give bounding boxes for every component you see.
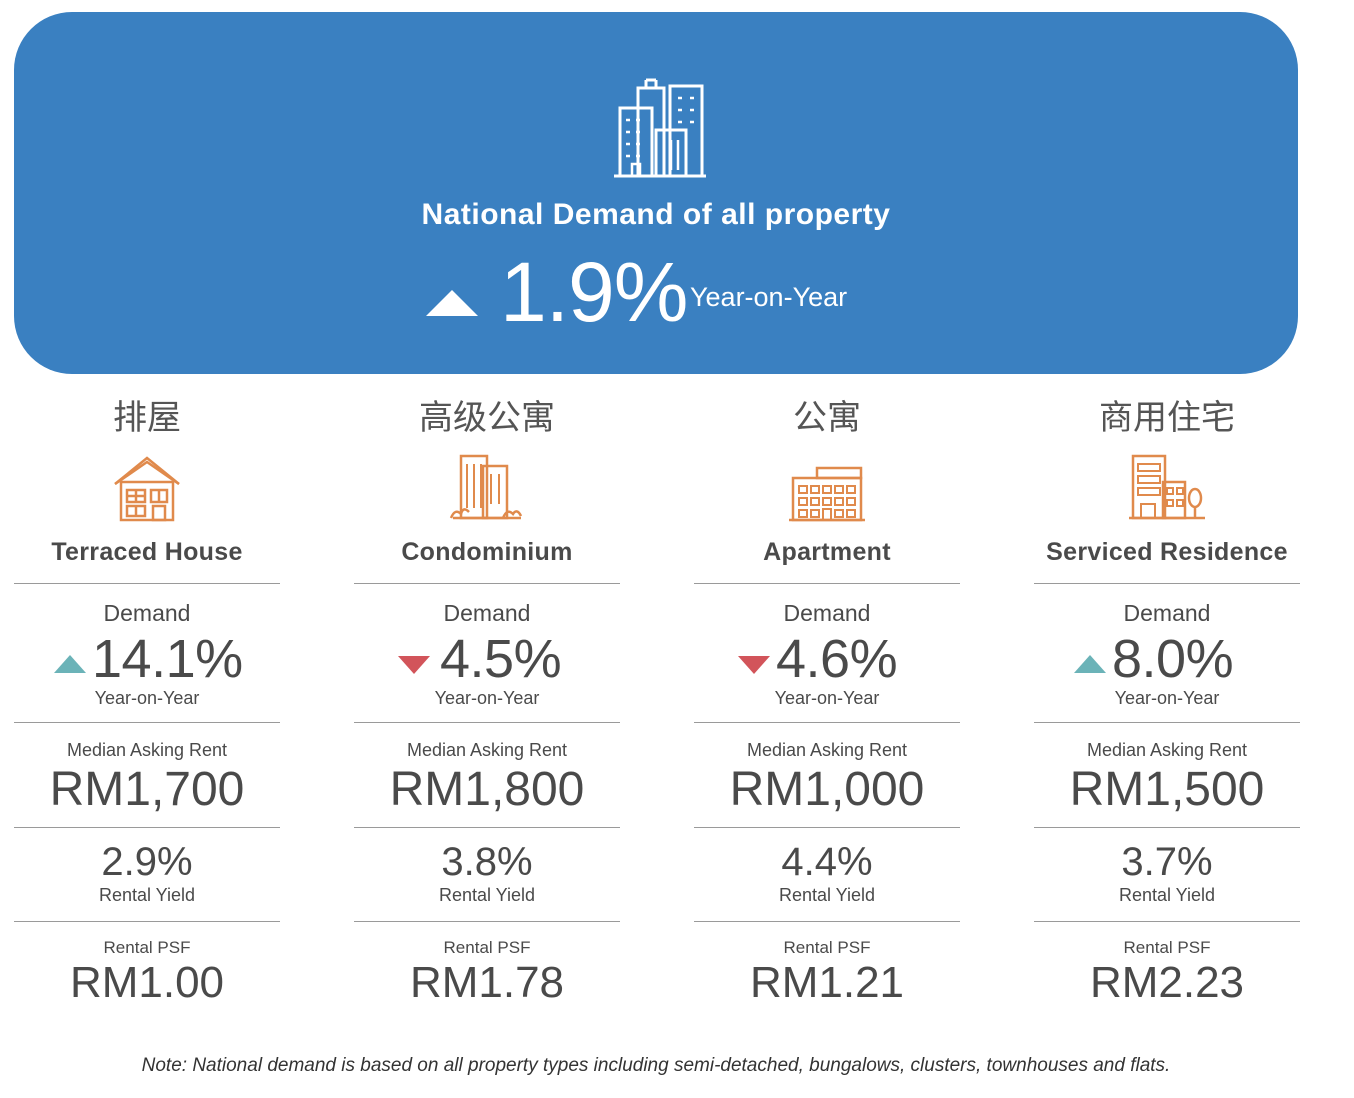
rental-yield-value: 4.4% [781,840,873,884]
divider [354,921,620,922]
divider [14,827,280,828]
rental-yield-label: Rental Yield [98,885,196,905]
demand-label: Demand [103,600,191,626]
divider [1034,921,1300,922]
trend-down-icon [398,656,430,674]
divider [694,583,960,584]
divider [14,722,280,723]
rental-psf-value: RM1.21 [749,958,905,1007]
rental-yield-value: 3.8% [441,840,533,884]
demand-period: Year-on-Year [94,688,200,708]
divider [354,583,620,584]
divider [14,583,280,584]
property-column-serviced-residence: 商用住宅 Serviced Residence Demand 8.0% Year… [1034,390,1300,1030]
rental-psf-label: Rental PSF [103,938,191,957]
chinese-label: 高级公寓 [419,398,555,438]
banner-title: National Demand of all property [421,198,891,231]
apartment-icon [789,466,865,522]
divider [14,921,280,922]
serviced-residence-icon [1129,454,1205,520]
median-rent-label: Median Asking Rent [746,740,908,760]
national-demand-banner: National Demand of all property 1.9% Yea… [14,12,1298,374]
rental-yield-value: 2.9% [101,840,193,884]
divider [1034,827,1300,828]
demand-label: Demand [443,600,531,626]
median-rent-label: Median Asking Rent [66,740,228,760]
demand-value: 8.0% [1112,629,1234,689]
rental-yield-label: Rental Yield [1118,885,1216,905]
banner-value: 1.9% [500,245,688,339]
median-rent-label: Median Asking Rent [406,740,568,760]
chinese-label: 商用住宅 [1099,398,1235,438]
rental-psf-value: RM1.78 [409,958,565,1007]
trend-down-icon [738,656,770,674]
divider [354,722,620,723]
rental-yield-value: 3.7% [1121,840,1213,884]
property-column-terraced-house: 排屋 Terraced House Demand 14.1% Year-on-Y… [14,390,280,1030]
trend-up-icon [54,655,86,673]
demand-period: Year-on-Year [434,688,540,708]
property-column-apartment: 公寓 Apartment Demand 4.6% Year-on-Year Me… [694,390,960,1030]
banner-period: Year-on-Year [690,282,848,312]
trend-up-icon [1074,655,1106,673]
demand-period: Year-on-Year [774,688,880,708]
median-rent-label: Median Asking Rent [1086,740,1248,760]
trend-up-icon [426,290,478,316]
demand-period: Year-on-Year [1114,688,1220,708]
divider [354,827,620,828]
property-column-condominium: 高级公寓 Condominium Demand 4.5% Year-on-Yea… [354,390,620,1030]
terraced-house-icon [114,456,180,522]
rental-yield-label: Rental Yield [778,885,876,905]
divider [694,921,960,922]
property-type-name: Condominium [401,538,573,566]
median-rent-value: RM1,500 [1069,763,1265,816]
divider [1034,583,1300,584]
demand-value: 4.6% [776,629,898,689]
rental-psf-value: RM1.00 [69,958,225,1007]
median-rent-value: RM1,800 [389,763,585,816]
rental-yield-label: Rental Yield [438,885,536,905]
median-rent-value: RM1,700 [49,763,245,816]
rental-psf-value: RM2.23 [1089,958,1245,1007]
rental-psf-label: Rental PSF [443,938,531,957]
demand-value: 4.5% [440,629,562,689]
condominium-icon [449,454,523,520]
divider [694,827,960,828]
property-type-name: Apartment [763,538,891,566]
median-rent-value: RM1,000 [729,763,925,816]
property-type-name: Terraced House [51,538,243,566]
banner-stat: 1.9% Year-on-Year [14,245,1298,340]
chinese-label: 公寓 [793,398,861,438]
rental-psf-label: Rental PSF [1123,938,1211,957]
divider [1034,722,1300,723]
footnote: Note: National demand is based on all pr… [141,1055,1171,1076]
demand-label: Demand [783,600,871,626]
demand-value: 14.1% [92,629,243,689]
divider [694,722,960,723]
rental-psf-label: Rental PSF [783,938,871,957]
chinese-label: 排屋 [113,398,181,438]
property-type-name: Serviced Residence [1046,538,1288,566]
city-buildings-icon [614,78,706,178]
demand-label: Demand [1123,600,1211,626]
